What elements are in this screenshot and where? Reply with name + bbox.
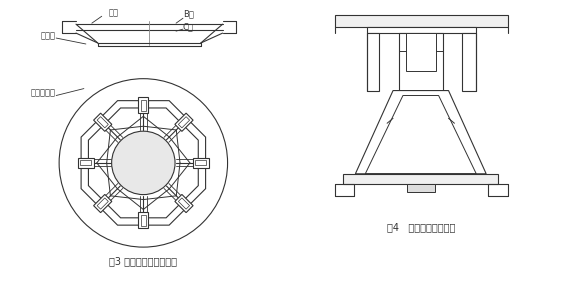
Polygon shape [138,98,149,113]
Polygon shape [175,113,193,132]
Text: 图4   灌包架制作完成图: 图4 灌包架制作完成图 [387,222,455,232]
Text: 法兰: 法兰 [109,8,118,17]
Polygon shape [175,195,193,213]
Bar [343,174,498,184]
Text: B面: B面 [183,9,194,18]
Bar [462,33,476,91]
Text: 方法兰: 方法兰 [40,31,55,40]
Bar [367,33,379,91]
Text: 图3 灌包架的分料箱部分: 图3 灌包架的分料箱部分 [109,256,177,266]
Text: C面: C面 [183,22,194,31]
Bar [407,184,435,191]
Polygon shape [138,212,149,228]
Polygon shape [78,158,94,168]
Text: 八个分料口: 八个分料口 [30,88,55,98]
Polygon shape [94,195,112,213]
Bar [406,33,436,71]
Bar [335,15,508,27]
Polygon shape [355,91,486,174]
Circle shape [112,131,175,195]
Bar [399,33,443,91]
Bar [367,27,476,33]
Polygon shape [94,113,112,132]
Polygon shape [193,158,209,168]
